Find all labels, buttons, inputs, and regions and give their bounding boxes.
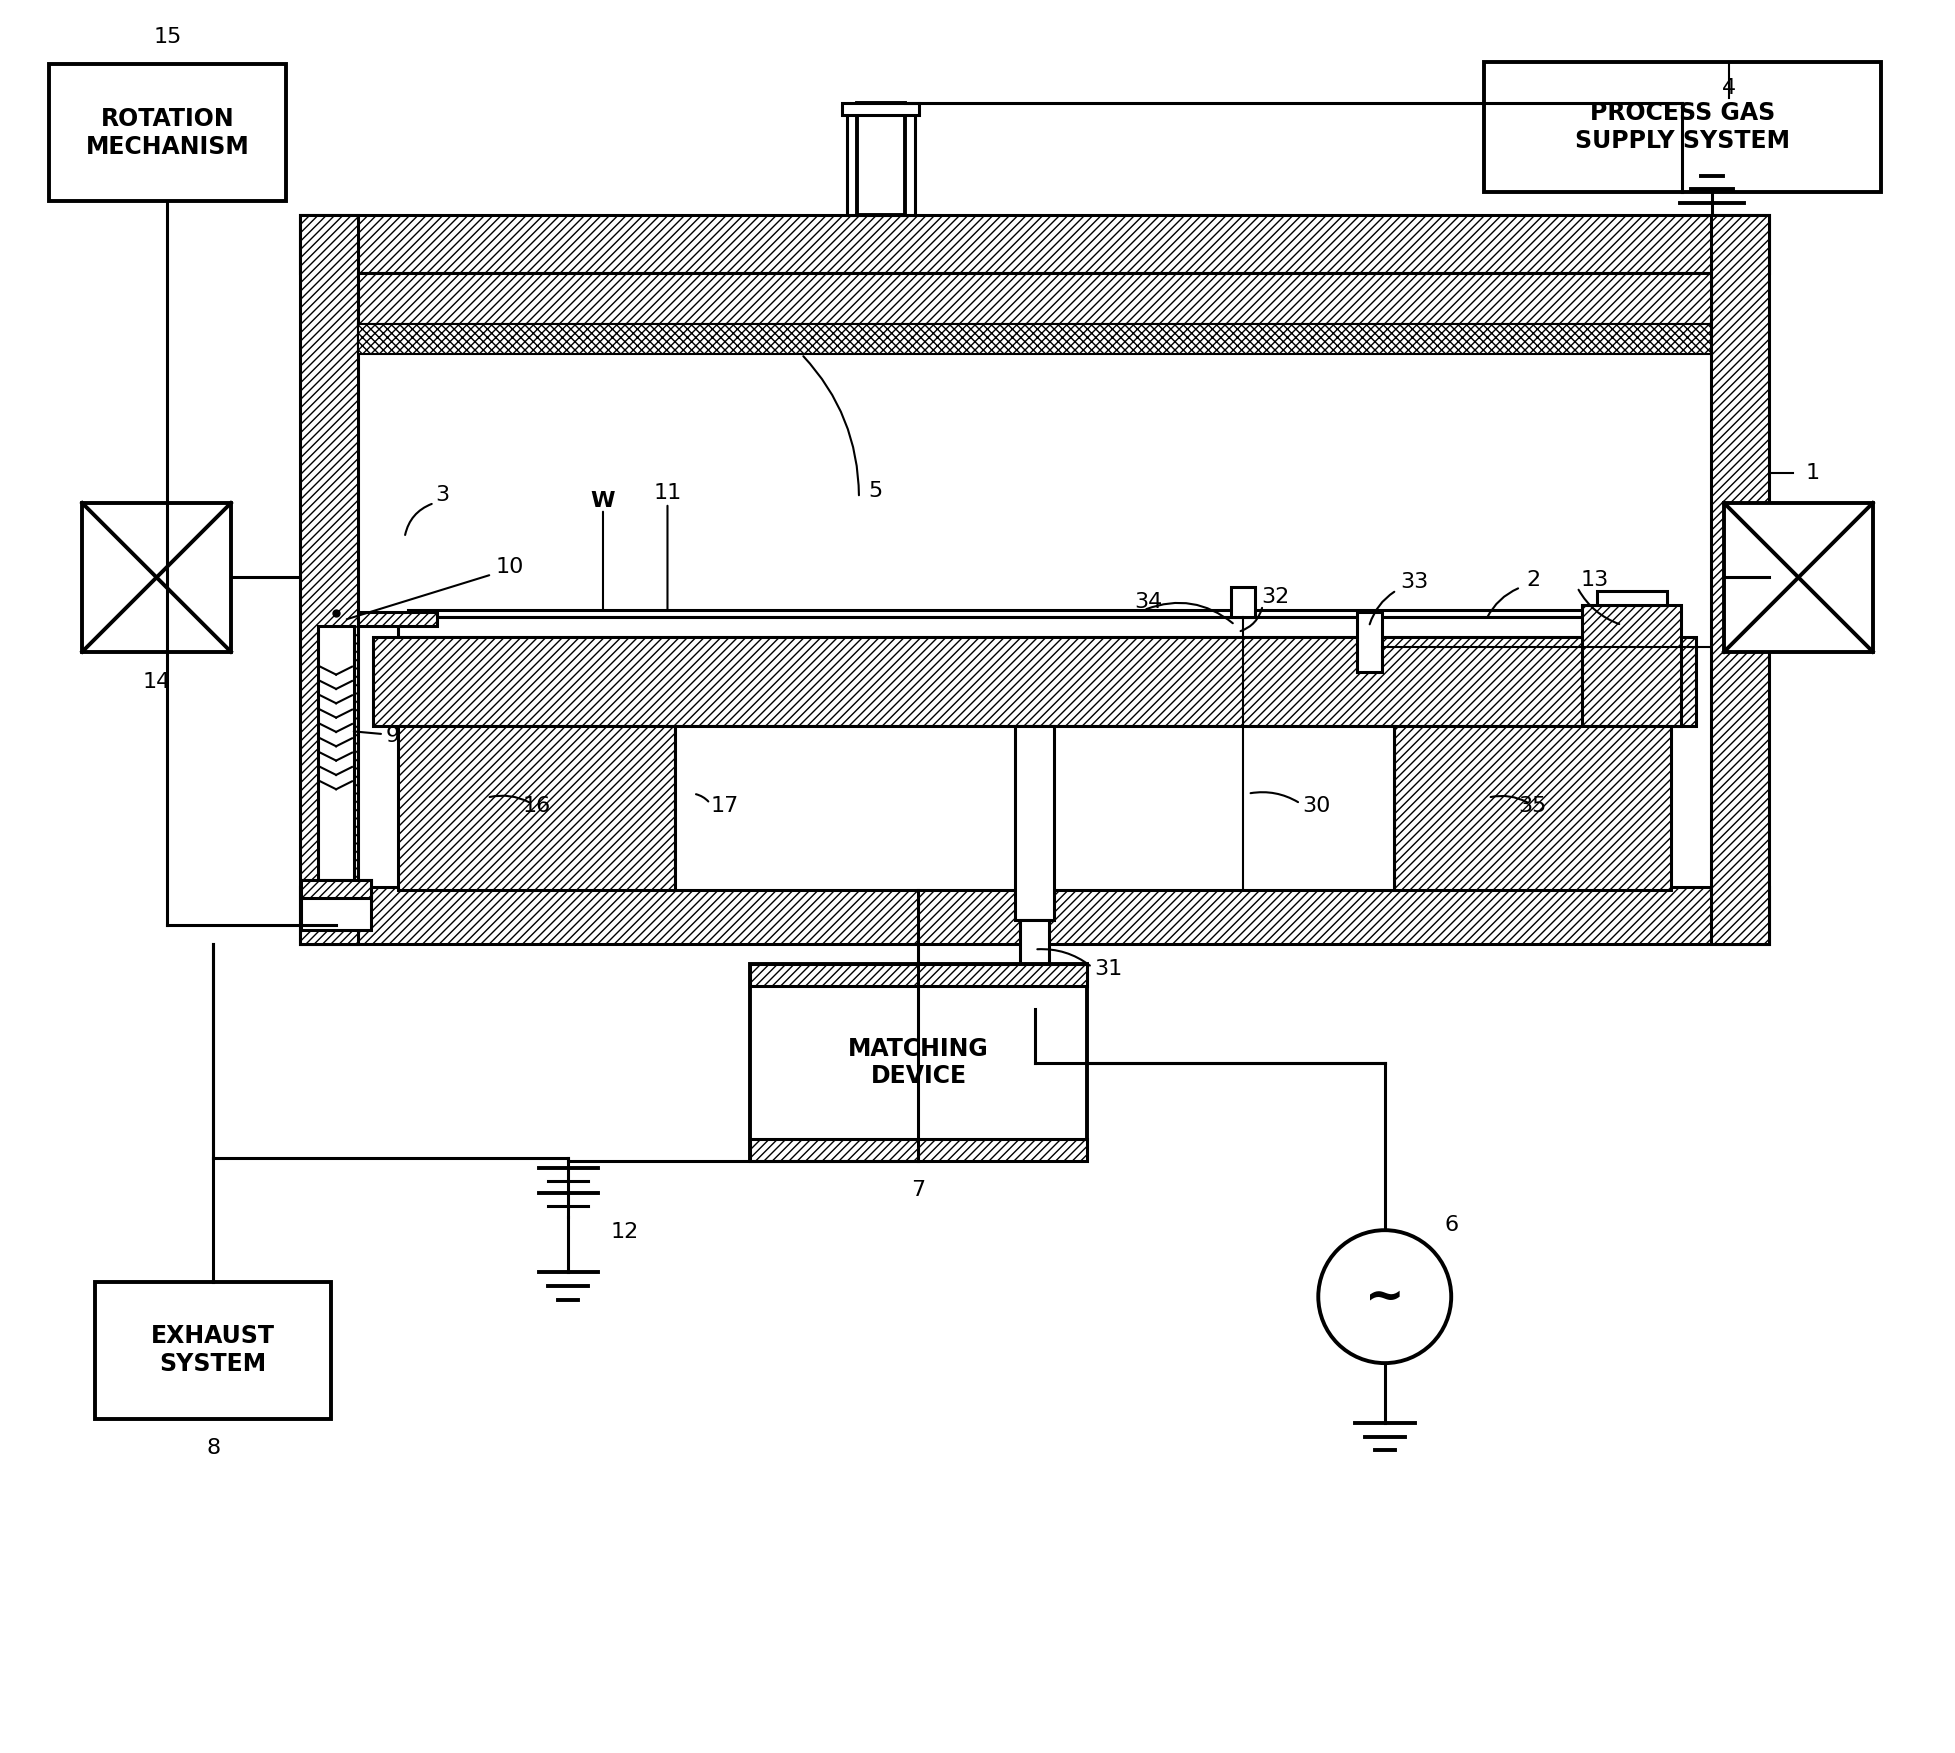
Text: MATCHING
DEVICE: MATCHING DEVICE — [848, 1036, 989, 1089]
Bar — [397, 617, 1672, 636]
Bar — [856, 103, 903, 216]
Text: ROTATION
MECHANISM: ROTATION MECHANISM — [86, 107, 248, 160]
Bar — [1595, 591, 1666, 605]
Bar — [301, 880, 371, 898]
Bar — [1722, 503, 1871, 652]
Circle shape — [1318, 1231, 1451, 1364]
Bar — [847, 110, 915, 216]
Bar — [301, 887, 1767, 945]
Text: 15: 15 — [152, 26, 182, 47]
Bar — [49, 65, 285, 202]
Bar — [373, 636, 1695, 726]
Text: 31: 31 — [1093, 959, 1122, 980]
Bar — [301, 216, 358, 945]
Text: EXHAUST
SYSTEM: EXHAUST SYSTEM — [151, 1324, 276, 1376]
Bar — [96, 1281, 330, 1418]
Bar — [749, 1139, 1087, 1160]
Text: 8: 8 — [205, 1439, 221, 1458]
Bar — [1015, 726, 1054, 920]
Text: 33: 33 — [1400, 571, 1427, 593]
Text: 11: 11 — [653, 484, 680, 503]
Text: 1: 1 — [1804, 463, 1818, 484]
Text: 35: 35 — [1517, 796, 1546, 815]
Text: 13: 13 — [1580, 570, 1609, 591]
Bar — [82, 503, 231, 652]
Bar — [843, 103, 919, 116]
Text: 5: 5 — [868, 480, 882, 501]
Text: 2: 2 — [1525, 570, 1541, 591]
Text: 6: 6 — [1443, 1215, 1458, 1236]
Bar — [749, 964, 1087, 987]
Text: 14: 14 — [143, 671, 170, 691]
Text: 10: 10 — [497, 557, 524, 577]
Bar — [301, 216, 1767, 273]
Bar — [319, 626, 354, 899]
Text: ~: ~ — [1365, 1274, 1404, 1320]
Bar — [674, 726, 1394, 891]
Bar — [358, 324, 1711, 354]
Bar — [1230, 587, 1255, 617]
Bar — [1711, 216, 1767, 945]
Text: 4: 4 — [1720, 79, 1736, 98]
Text: 9: 9 — [385, 726, 399, 747]
Bar — [1019, 920, 1050, 1010]
Bar — [1484, 61, 1881, 193]
Text: 3: 3 — [436, 486, 450, 505]
Bar — [1394, 726, 1672, 891]
Bar — [749, 964, 1087, 1160]
Text: 32: 32 — [1261, 587, 1288, 607]
Bar — [358, 273, 1711, 324]
Text: 17: 17 — [710, 796, 737, 815]
Text: 12: 12 — [610, 1222, 639, 1243]
Bar — [358, 612, 438, 626]
Bar — [407, 610, 1660, 617]
Text: 16: 16 — [522, 796, 551, 815]
Text: 30: 30 — [1302, 796, 1329, 815]
Bar — [1357, 612, 1380, 671]
Bar — [1582, 605, 1681, 726]
Text: W: W — [590, 491, 616, 510]
Bar — [301, 880, 371, 929]
Bar — [397, 726, 674, 891]
Text: 34: 34 — [1134, 593, 1161, 612]
Text: PROCESS GAS
SUPPLY SYSTEM: PROCESS GAS SUPPLY SYSTEM — [1574, 102, 1789, 153]
Text: 7: 7 — [911, 1180, 925, 1201]
